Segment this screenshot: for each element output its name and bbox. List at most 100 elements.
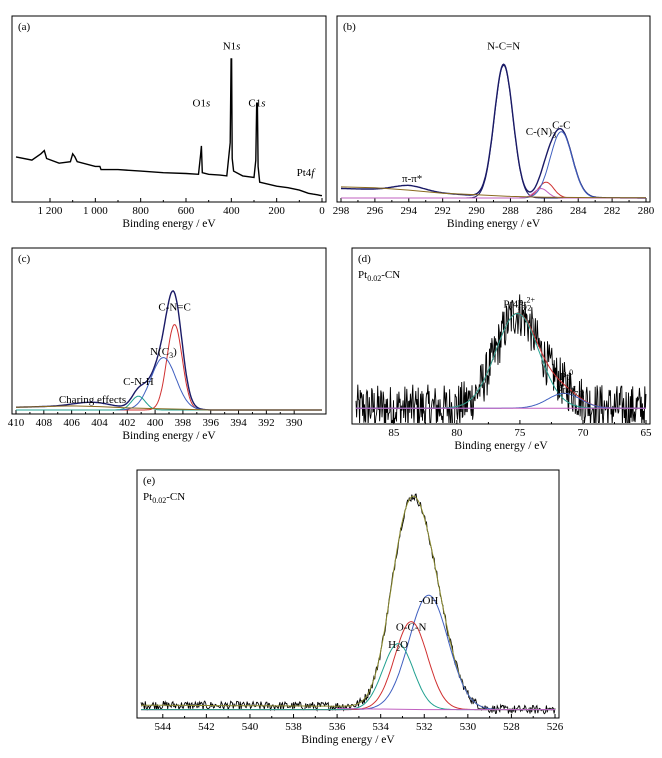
- panel-label: (b): [343, 21, 356, 33]
- x-tick-label: 296: [367, 205, 384, 217]
- x-tick-label: 544: [155, 721, 172, 733]
- panel-4: 85 80 75 70 65 Binding energy / eV (d) Pt0.02-C…: [351, 247, 653, 452]
- annotation-o1s: O1s: [193, 97, 211, 109]
- x-tick-label: 290: [468, 205, 485, 217]
- x-tick-label: 542: [198, 721, 215, 733]
- series-line: [140, 493, 556, 715]
- annotation-pt4f: Pt4f: [297, 167, 317, 179]
- x-tick-label: 80: [451, 427, 463, 439]
- plot-frame: [11, 15, 327, 203]
- x-tick-label: 284: [570, 205, 587, 217]
- series-line: [341, 187, 646, 199]
- series-line: [355, 294, 647, 423]
- series-line: [341, 63, 646, 199]
- sample-label: Pt0.02-CN: [143, 491, 185, 505]
- x-tick-label: 1 000: [83, 205, 108, 217]
- plot-area: [140, 493, 556, 715]
- x-tick-label: 400: [147, 417, 164, 429]
- x-tick-label: 408: [36, 417, 53, 429]
- annotation-pt0: Pt0: [560, 368, 573, 383]
- annotation-h2o: H2O: [388, 639, 408, 653]
- panel-label: (c): [18, 253, 31, 265]
- x-tick-label: 404: [91, 417, 108, 429]
- panel-2: 298 296 294 292 290 288 286 284 282 280 Binding en…: [333, 15, 655, 230]
- series-line: [141, 495, 555, 711]
- x-tick-label: 528: [503, 721, 520, 733]
- sample-label: Pt0.02-CN: [358, 269, 400, 283]
- panel-label: (d): [358, 253, 371, 265]
- annotation-nc3: N(C3): [150, 346, 177, 360]
- x-tick-label: 1 200: [38, 205, 63, 217]
- x-tick-label: 286: [536, 205, 553, 217]
- x-tick-label: 526: [547, 721, 564, 733]
- x-tick-label: 70: [577, 427, 589, 439]
- annotation-n1s: N1s: [223, 40, 241, 52]
- annotation-ncn: N-C=N: [487, 40, 520, 52]
- plot-area: [15, 290, 322, 411]
- x-tick-label: 390: [286, 417, 303, 429]
- annotation-pt4f72: Pt4f7/2: [556, 384, 584, 398]
- plot-frame: [136, 469, 560, 719]
- panel-label: (e): [143, 475, 156, 487]
- x-tick-label: 65: [641, 427, 653, 439]
- plot-area: [15, 58, 322, 197]
- x-tick-label: 400: [223, 205, 240, 217]
- x-axis-label: Binding energy / eV: [454, 440, 548, 452]
- x-tick-label: 800: [132, 205, 149, 217]
- panel-1: 1 200 1 000 800 600 400 200 0 Binding energy / …: [11, 15, 327, 230]
- plot-frame: [351, 247, 651, 425]
- annotation-pt4f52: Pt4f5/2: [503, 299, 531, 313]
- x-tick-label: 292: [434, 205, 451, 217]
- x-tick-label: 540: [242, 721, 259, 733]
- series-line: [141, 643, 555, 711]
- annotation-pt2p: Pt2+: [517, 296, 535, 311]
- plot-area: [355, 294, 647, 423]
- series-line: [340, 186, 646, 199]
- annotation-cnc: C-N=C: [158, 302, 190, 314]
- x-tick-label: 394: [230, 417, 247, 429]
- x-axis-label: Binding energy / eV: [447, 218, 541, 230]
- annotation-ocn: O-C-N: [396, 621, 427, 633]
- annotation-pipi: π-π*: [402, 173, 422, 185]
- x-tick-label: 538: [285, 721, 302, 733]
- series-line: [341, 64, 646, 199]
- x-axis-label: Binding energy / eV: [122, 218, 216, 230]
- annotation-charing: Charing effects: [59, 394, 126, 406]
- x-tick-label: 85: [388, 427, 400, 439]
- x-tick-label: 402: [119, 417, 136, 429]
- series-line: [15, 58, 322, 197]
- panel-5: 544 542 540 538 536 534 532 530 528 526 Binding en…: [136, 469, 564, 746]
- plot-frame: [11, 247, 327, 415]
- x-axis-label: Binding energy / eV: [301, 734, 395, 746]
- x-axis-label: Binding energy / eV: [122, 430, 216, 442]
- annotation-cc: C-C: [552, 119, 570, 131]
- panel-label: (a): [18, 21, 31, 33]
- series-line: [15, 405, 322, 411]
- x-tick-label: 288: [502, 205, 519, 217]
- x-tick-label: 530: [460, 721, 477, 733]
- series-line: [141, 594, 555, 711]
- x-tick-label: 600: [178, 205, 195, 217]
- x-tick-label: 398: [175, 417, 192, 429]
- x-tick-label: 298: [333, 205, 350, 217]
- series-line: [337, 708, 555, 711]
- x-tick-label: 200: [268, 205, 285, 217]
- x-tick-label: 410: [8, 417, 25, 429]
- series-line: [141, 621, 555, 711]
- x-tick-label: 406: [63, 417, 80, 429]
- x-tick-label: 534: [372, 721, 389, 733]
- x-tick-label: 396: [202, 417, 219, 429]
- annotation-oh: -OH: [419, 595, 439, 607]
- x-tick-label: 294: [401, 205, 418, 217]
- plot-area: [340, 63, 646, 199]
- annotation-cn3: C-(N)3: [526, 126, 556, 140]
- x-tick-label: 280: [638, 205, 655, 217]
- x-tick-label: 75: [514, 427, 526, 439]
- x-tick-label: 532: [416, 721, 433, 733]
- x-tick-label: 392: [258, 417, 275, 429]
- panel-3: 410 408 406 404 402 400 398 396 394 392 390 Binding…: [8, 247, 327, 442]
- x-tick-label: 0: [319, 205, 325, 217]
- x-tick-label: 536: [329, 721, 346, 733]
- annotation-c1s: C1s: [248, 97, 265, 109]
